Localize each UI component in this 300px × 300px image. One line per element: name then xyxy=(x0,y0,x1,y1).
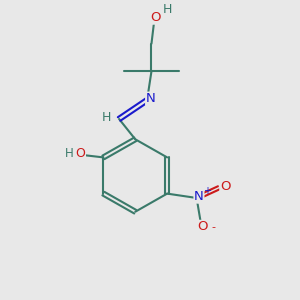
Text: +: + xyxy=(203,186,211,196)
Text: O: O xyxy=(76,147,85,160)
Text: O: O xyxy=(197,220,208,233)
Text: N: N xyxy=(146,92,155,105)
Text: -: - xyxy=(212,222,215,232)
Text: N: N xyxy=(194,190,204,203)
Text: H: H xyxy=(163,3,172,16)
Text: H: H xyxy=(65,147,74,160)
Text: O: O xyxy=(220,180,230,193)
Text: O: O xyxy=(150,11,160,24)
Text: H: H xyxy=(102,111,111,124)
